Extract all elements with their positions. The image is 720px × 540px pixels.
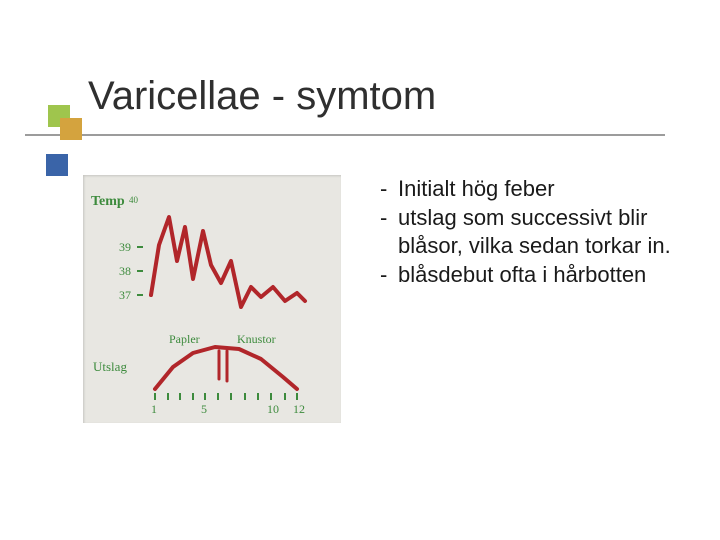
svg-text:Papler: Papler	[169, 332, 200, 346]
svg-text:5: 5	[201, 402, 207, 416]
svg-text:40: 40	[129, 195, 139, 205]
bullet-item: - Initialt hög feber	[380, 175, 680, 204]
svg-text:38: 38	[119, 264, 131, 278]
bullet-dash: -	[380, 261, 398, 290]
bullet-item: - blåsdebut ofta i hårbotten	[380, 261, 680, 290]
bullet-text: Initialt hög feber	[398, 175, 680, 204]
svg-text:1: 1	[151, 402, 157, 416]
chart-svg: Temp 40 39 38 37 Papler Knustor Utslag 1 5 10 12	[83, 175, 341, 423]
accent-square-blue	[46, 154, 68, 176]
svg-text:37: 37	[119, 288, 131, 302]
accent-square-gold	[60, 118, 82, 140]
svg-text:12: 12	[293, 402, 305, 416]
title-wrap: Varicellae - symtom	[88, 74, 436, 119]
slide-title: Varicellae - symtom	[88, 74, 436, 118]
bullet-dash: -	[380, 204, 398, 261]
bullet-text: utslag som successivt blir blåsor, vilka…	[398, 204, 680, 261]
title-underline	[25, 134, 665, 136]
svg-text:Knustor: Knustor	[237, 332, 276, 346]
bullet-text: blåsdebut ofta i hårbotten	[398, 261, 680, 290]
svg-text:39: 39	[119, 240, 131, 254]
slide: Varicellae - symtom Temp 40 39 38 37 Papler Kn…	[0, 0, 720, 540]
bullet-item: - utslag som successivt blir blåsor, vil…	[380, 204, 680, 261]
bullet-list: - Initialt hög feber - utslag som succes…	[380, 175, 680, 289]
svg-text:Utslag: Utslag	[93, 359, 127, 374]
svg-text:Temp: Temp	[91, 194, 125, 209]
bullet-dash: -	[380, 175, 398, 204]
svg-text:10: 10	[267, 402, 279, 416]
chart-figure: Temp 40 39 38 37 Papler Knustor Utslag 1 5 10 12	[83, 175, 341, 423]
